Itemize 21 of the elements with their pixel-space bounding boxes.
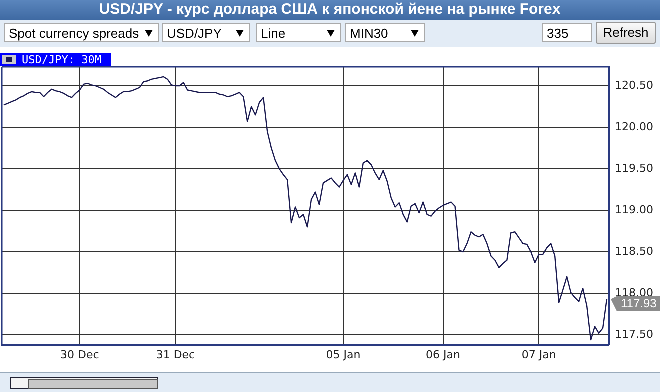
y-tick-label: 118.50	[615, 244, 654, 258]
y-tick-label: 120.50	[615, 78, 654, 92]
x-tick-label: 31 Dec	[156, 348, 196, 362]
chart-title: USD/JPY - курс доллара США к японской йене на рынке Forex	[0, 0, 660, 20]
text: MIN30	[350, 26, 388, 41]
y-tick-label: 120.00	[615, 120, 654, 134]
x-tick-label: 06 Jan	[426, 348, 461, 362]
text: 117.93	[621, 296, 658, 311]
y-tick-label: 119.50	[615, 162, 654, 175]
x-tick-label: 07 Jan	[522, 348, 556, 362]
text: 335	[547, 26, 569, 41]
text: USD/JPY	[167, 26, 222, 41]
x-tick-label: 30 Dec	[60, 348, 100, 362]
text: Refresh	[596, 22, 656, 44]
y-tick-label: 119.00	[615, 203, 654, 216]
x-tick-label: 05 Jan	[326, 348, 361, 362]
text: Spot currency spreads	[9, 26, 140, 41]
y-tick-label: 117.50	[615, 328, 654, 341]
text: Line	[261, 26, 286, 41]
legend-label: USD/JPY: 30M	[22, 53, 102, 66]
y-tick-label: 118.00	[615, 286, 654, 300]
